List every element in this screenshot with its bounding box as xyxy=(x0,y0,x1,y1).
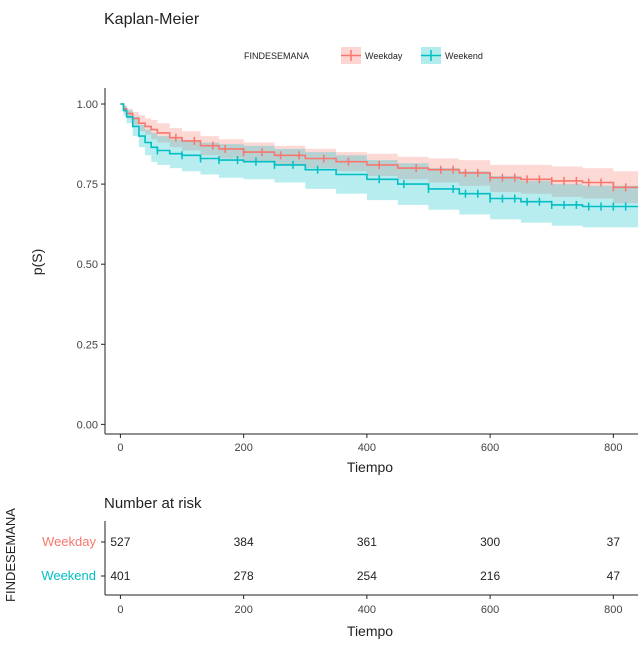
risk-count-weekend: 216 xyxy=(480,569,500,583)
x-tick-label: 400 xyxy=(358,442,376,454)
risk-counts: 527 384 361 300 37 401 278 254 216 47 xyxy=(110,535,620,583)
risk-count-weekend: 47 xyxy=(607,569,621,583)
risk-x-tick-label: 400 xyxy=(358,604,376,616)
x-axis-ticks: 0 200 400 600 800 xyxy=(117,434,623,454)
legend-item-weekend: Weekend xyxy=(421,47,483,64)
risk-table-title: Number at risk xyxy=(104,495,202,512)
y-tick-label: 0.50 xyxy=(77,259,98,271)
y-axis-label: p(S) xyxy=(29,249,45,275)
risk-table-x-axis-label: Tiempo xyxy=(347,623,393,639)
legend-label-weekend: Weekend xyxy=(445,51,483,61)
censor-marks xyxy=(156,133,627,211)
risk-count-weekend: 401 xyxy=(110,569,130,583)
risk-count-weekend: 254 xyxy=(357,569,377,583)
x-tick-label: 800 xyxy=(604,442,622,454)
risk-count-weekday: 384 xyxy=(234,535,254,549)
survival-curve-weekday xyxy=(120,103,638,189)
risk-x-tick-label: 0 xyxy=(117,604,123,616)
risk-count-weekday: 300 xyxy=(480,535,500,549)
x-tick-label: 0 xyxy=(117,442,123,454)
legend-title: FINDESEMANA xyxy=(244,51,309,61)
legend-label-weekday: Weekday xyxy=(365,51,403,61)
x-tick-label: 200 xyxy=(234,442,252,454)
risk-x-tick-label: 600 xyxy=(481,604,499,616)
risk-row-weekday: Weekday xyxy=(42,534,105,549)
risk-count-weekend: 278 xyxy=(234,569,254,583)
risk-count-weekday: 527 xyxy=(110,535,130,549)
risk-table: Number at risk FINDESEMANA Weekday Weeke… xyxy=(3,495,638,639)
legend-item-weekday: Weekday xyxy=(341,47,403,64)
y-axis-ticks: 0.00 0.25 0.50 0.75 1.00 xyxy=(77,99,105,431)
risk-row-label-weekday: Weekday xyxy=(42,534,96,549)
risk-row-label-weekend: Weekend xyxy=(41,568,96,583)
y-tick-label: 1.00 xyxy=(77,99,98,111)
risk-x-tick-label: 800 xyxy=(604,604,622,616)
legend: FINDESEMANA Weekday Weekend xyxy=(244,47,483,64)
y-tick-label: 0.25 xyxy=(77,339,98,351)
y-tick-label: 0.00 xyxy=(77,419,98,431)
main-axes xyxy=(104,88,638,435)
risk-row-weekend: Weekend xyxy=(41,568,105,583)
risk-count-weekday: 37 xyxy=(607,535,621,549)
risk-table-facet-label: FINDESEMANA xyxy=(3,508,18,602)
y-tick-label: 0.75 xyxy=(77,179,98,191)
risk-count-weekday: 361 xyxy=(357,535,377,549)
chart-title: Kaplan-Meier xyxy=(104,11,200,28)
x-axis-label: Tiempo xyxy=(347,459,393,475)
risk-x-tick-label: 200 xyxy=(234,604,252,616)
x-tick-label: 600 xyxy=(481,442,499,454)
risk-table-x-ticks: 0 200 400 600 800 xyxy=(117,595,623,616)
